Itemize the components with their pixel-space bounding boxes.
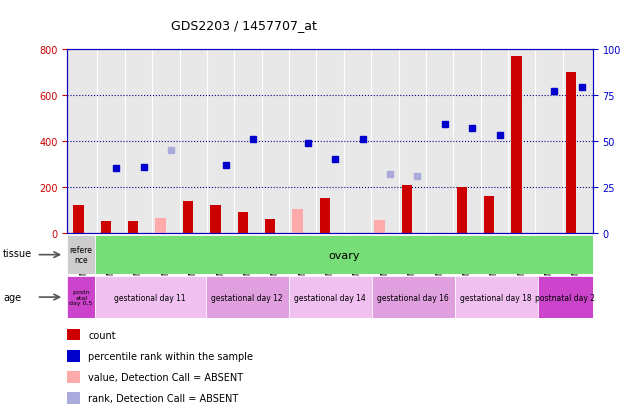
Bar (484, 197, 494, 233)
Text: ovary: ovary (328, 250, 360, 260)
Bar (73, 206, 84, 233)
Text: gestational day 18: gestational day 18 (460, 293, 532, 302)
Bar (538, 277, 593, 318)
Bar (67, 329, 81, 341)
Bar (128, 222, 138, 233)
Bar (374, 221, 385, 233)
Text: count: count (88, 330, 116, 340)
Bar (512, 57, 522, 233)
Bar (456, 188, 467, 233)
Bar (156, 218, 166, 233)
Text: gestational day 14: gestational day 14 (294, 293, 366, 302)
Bar (206, 277, 288, 318)
Text: postn
atal
day 0.5: postn atal day 0.5 (69, 289, 93, 306)
Bar (288, 277, 372, 318)
Bar (67, 392, 81, 404)
Text: gestational day 12: gestational day 12 (212, 293, 283, 302)
Bar (67, 277, 95, 318)
Bar (402, 185, 412, 233)
Bar (67, 350, 81, 362)
Text: GDS2203 / 1457707_at: GDS2203 / 1457707_at (171, 19, 317, 31)
Bar (265, 220, 276, 233)
Bar (183, 201, 193, 233)
Text: gestational day 11: gestational day 11 (115, 293, 186, 302)
Bar (67, 235, 95, 275)
Bar (95, 277, 206, 318)
Text: value, Detection Call = ABSENT: value, Detection Call = ABSENT (88, 372, 244, 382)
Bar (210, 206, 221, 233)
Bar (101, 222, 111, 233)
Text: rank, Detection Call = ABSENT: rank, Detection Call = ABSENT (88, 393, 238, 403)
Bar (454, 277, 538, 318)
Text: refere
nce: refere nce (70, 245, 92, 265)
Bar (566, 73, 576, 233)
Bar (292, 209, 303, 233)
Bar (372, 277, 454, 318)
Text: gestational day 16: gestational day 16 (378, 293, 449, 302)
Bar (320, 199, 330, 233)
Bar (238, 213, 248, 233)
Text: postnatal day 2: postnatal day 2 (535, 293, 595, 302)
Text: tissue: tissue (3, 248, 32, 258)
Bar (67, 371, 81, 383)
Text: percentile rank within the sample: percentile rank within the sample (88, 351, 253, 361)
Text: age: age (3, 292, 21, 302)
